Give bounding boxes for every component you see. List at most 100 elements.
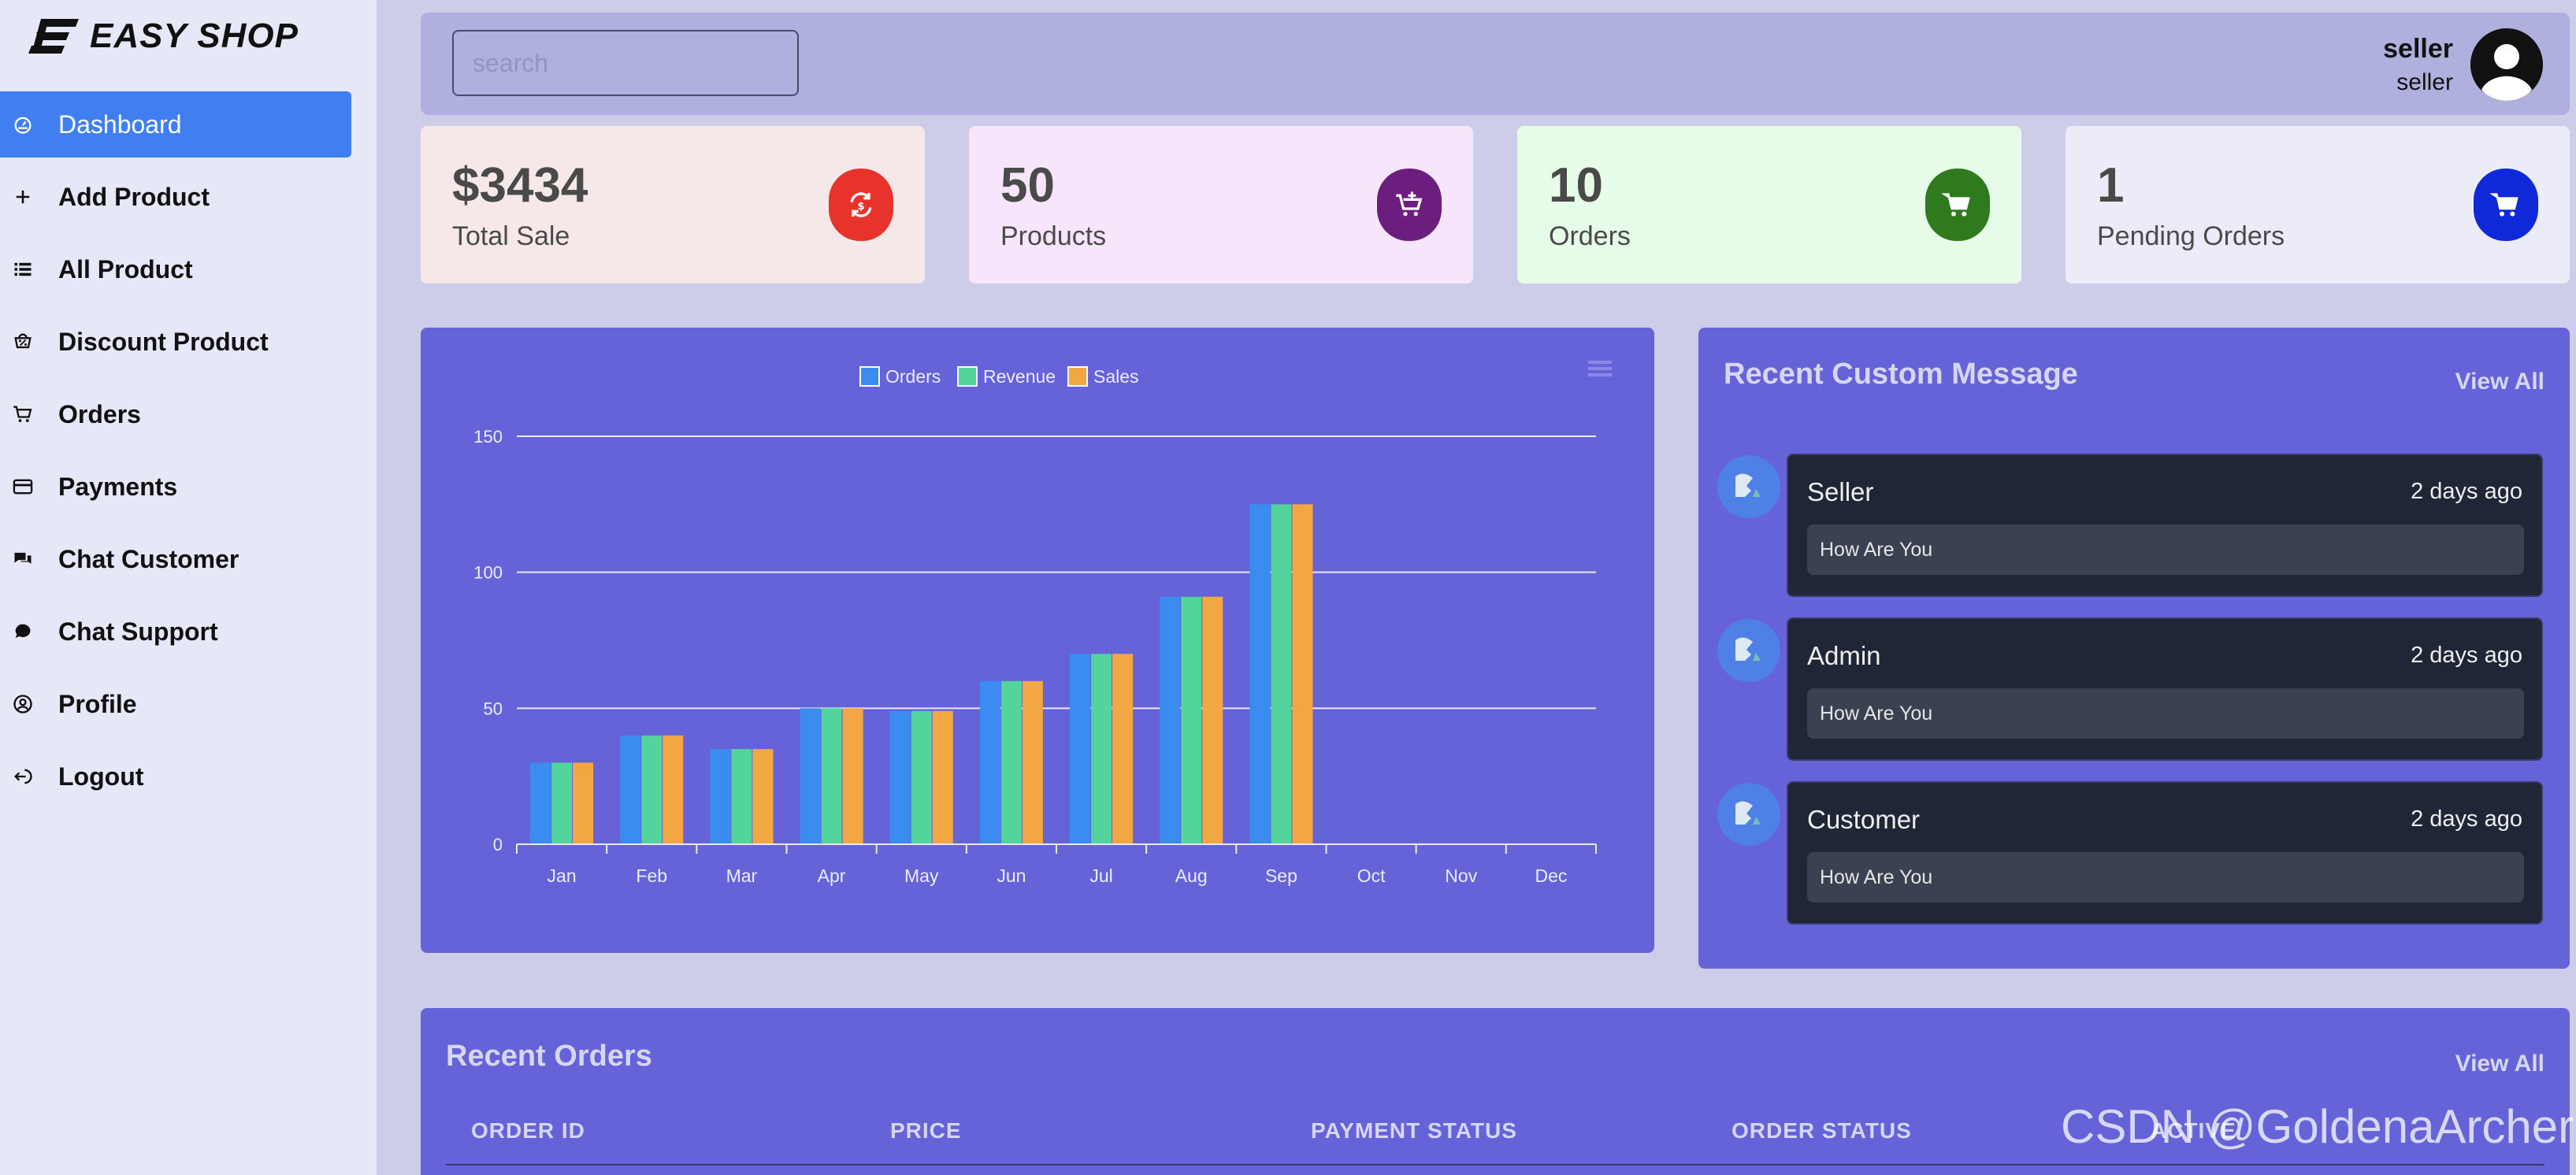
cart-icon xyxy=(2490,193,2518,217)
bar-orders-apr[interactable] xyxy=(800,708,821,844)
bar-sales-sep[interactable] xyxy=(1292,504,1313,844)
bar-sales-mar[interactable] xyxy=(752,749,774,844)
stat-label: Orders xyxy=(1549,221,1631,251)
legend-label[interactable]: Orders xyxy=(885,366,941,387)
svg-text:$: $ xyxy=(857,201,864,213)
bar-sales-jun[interactable] xyxy=(1022,680,1043,844)
messages-view-all-link[interactable]: View All xyxy=(2455,369,2544,395)
message-sender: Customer xyxy=(1807,805,1921,834)
bar-orders-aug[interactable] xyxy=(1160,596,1181,844)
stat-card-products: 50 Products xyxy=(969,126,1473,284)
orders-title: Recent Orders xyxy=(446,1040,652,1073)
brand-logo[interactable]: EASY SHOP xyxy=(28,13,299,60)
bar-sales-may[interactable] xyxy=(932,710,953,844)
bar-orders-may[interactable] xyxy=(889,710,911,844)
legend-swatch[interactable] xyxy=(859,366,880,387)
message-sender: Admin xyxy=(1807,641,1881,670)
message-sender: Seller xyxy=(1807,477,1874,506)
broken-image-icon xyxy=(1735,637,1761,661)
column-header-payment-status[interactable]: PAYMENT STATUS xyxy=(1311,1118,1517,1143)
bar-sales-feb[interactable] xyxy=(663,735,684,844)
message-time: 2 days ago xyxy=(2411,479,2522,504)
bar-revenue-jun[interactable] xyxy=(1000,680,1022,844)
sidebar-item-chat-support[interactable]: Chat Support xyxy=(0,599,351,665)
message-text: How Are You xyxy=(1807,688,2524,739)
sidebar-item-add-product[interactable]: Add Product xyxy=(0,164,351,230)
dashboard-icon xyxy=(11,113,35,136)
x-tick-label: Aug xyxy=(1175,865,1208,886)
table-header-divider xyxy=(446,1164,2544,1166)
sidebar-item-label: Chat Support xyxy=(58,617,218,646)
sidebar-item-dashboard[interactable]: Dashboard xyxy=(0,91,351,158)
cart-icon xyxy=(1942,193,1970,217)
bar-orders-jun[interactable] xyxy=(979,680,1000,844)
message-time: 2 days ago xyxy=(2411,806,2522,832)
logout-icon xyxy=(11,765,35,788)
column-header-order-id[interactable]: ORDER ID xyxy=(471,1118,585,1143)
sidebar-nav: Dashboard Add Product All Product Discou… xyxy=(0,91,351,816)
sidebar-item-orders[interactable]: Orders xyxy=(0,381,351,447)
orders-view-all-link[interactable]: View All xyxy=(2455,1051,2544,1077)
sidebar-item-all-product[interactable]: All Product xyxy=(0,236,351,302)
message-card[interactable]: Admin 2 days ago How Are You xyxy=(1787,617,2543,761)
bar-orders-jan[interactable] xyxy=(530,762,551,844)
avatar xyxy=(1717,619,1780,682)
bar-orders-feb[interactable] xyxy=(620,735,641,844)
broken-image-icon xyxy=(1735,473,1761,497)
column-header-active[interactable]: ACTIVE xyxy=(2151,1118,2236,1143)
message-card[interactable]: Seller 2 days ago How Are You xyxy=(1787,454,2543,597)
chart-menu-icon[interactable] xyxy=(1588,361,1612,376)
chart-legend[interactable]: Orders Revenue Sales xyxy=(859,366,1139,387)
stat-badge xyxy=(1925,169,1990,241)
x-tick-label: May xyxy=(904,865,939,886)
legend-swatch[interactable] xyxy=(957,366,978,387)
stat-value: 50 xyxy=(1000,158,1055,213)
bar-sales-jan[interactable] xyxy=(573,762,594,844)
bar-revenue-aug[interactable] xyxy=(1181,596,1202,844)
bar-revenue-sep[interactable] xyxy=(1271,504,1292,844)
x-tick-label: Mar xyxy=(726,865,758,886)
bar-orders-sep[interactable] xyxy=(1249,504,1271,844)
user-menu[interactable]: seller seller xyxy=(2383,28,2543,101)
bar-sales-apr[interactable] xyxy=(842,708,863,844)
stat-label: Pending Orders xyxy=(2097,221,2285,251)
column-header-price[interactable]: PRICE xyxy=(890,1118,962,1143)
bar-sales-aug[interactable] xyxy=(1202,596,1223,844)
legend-swatch[interactable] xyxy=(1067,366,1088,387)
avatar xyxy=(1717,455,1780,518)
bar-revenue-apr[interactable] xyxy=(821,708,842,844)
column-header-order-status[interactable]: ORDER STATUS xyxy=(1732,1118,1912,1143)
bar-revenue-jul[interactable] xyxy=(1091,654,1112,844)
legend-label[interactable]: Sales xyxy=(1093,366,1139,387)
sidebar-item-label: Discount Product xyxy=(58,327,269,356)
sidebar-item-profile[interactable]: Profile xyxy=(0,671,351,737)
avatar[interactable] xyxy=(2470,28,2543,101)
money-exchange-icon: $ xyxy=(850,192,872,217)
stat-value: 10 xyxy=(1549,158,1603,213)
message-text: How Are You xyxy=(1807,852,2524,903)
bar-revenue-mar[interactable] xyxy=(731,749,752,844)
stat-label: Products xyxy=(1000,221,1107,251)
messages-title: Recent Custom Message xyxy=(1724,358,2078,391)
bar-revenue-jan[interactable] xyxy=(551,762,573,844)
sidebar-item-logout[interactable]: Logout xyxy=(0,743,351,810)
x-tick-label: Oct xyxy=(1357,865,1386,886)
bar-revenue-feb[interactable] xyxy=(641,735,663,844)
bar-sales-jul[interactable] xyxy=(1112,654,1134,844)
sidebar-item-label: Add Product xyxy=(58,182,210,211)
bar-orders-jul[interactable] xyxy=(1070,654,1091,844)
sales-chart-panel: Orders Revenue Sales 0 50 100 150 Jan Feb Mar Ap… xyxy=(421,328,1654,953)
sidebar-item-chat-customer[interactable]: Chat Customer xyxy=(0,526,351,592)
bar-revenue-may[interactable] xyxy=(911,710,932,844)
bar-orders-mar[interactable] xyxy=(710,749,731,844)
stat-badge xyxy=(2474,169,2538,241)
y-tick-label: 100 xyxy=(473,563,503,583)
sidebar-item-payments[interactable]: Payments xyxy=(0,454,351,520)
search-input[interactable] xyxy=(452,30,799,96)
sidebar-item-label: Chat Customer xyxy=(58,544,239,573)
legend-label[interactable]: Revenue xyxy=(983,366,1056,387)
watermark: CSDN @GoldenaArcher xyxy=(2061,1100,2574,1153)
sidebar-item-discount-product[interactable]: Discount Product xyxy=(0,309,351,375)
message-card[interactable]: Customer 2 days ago How Are You xyxy=(1787,781,2543,925)
user-role: seller xyxy=(2396,69,2453,95)
